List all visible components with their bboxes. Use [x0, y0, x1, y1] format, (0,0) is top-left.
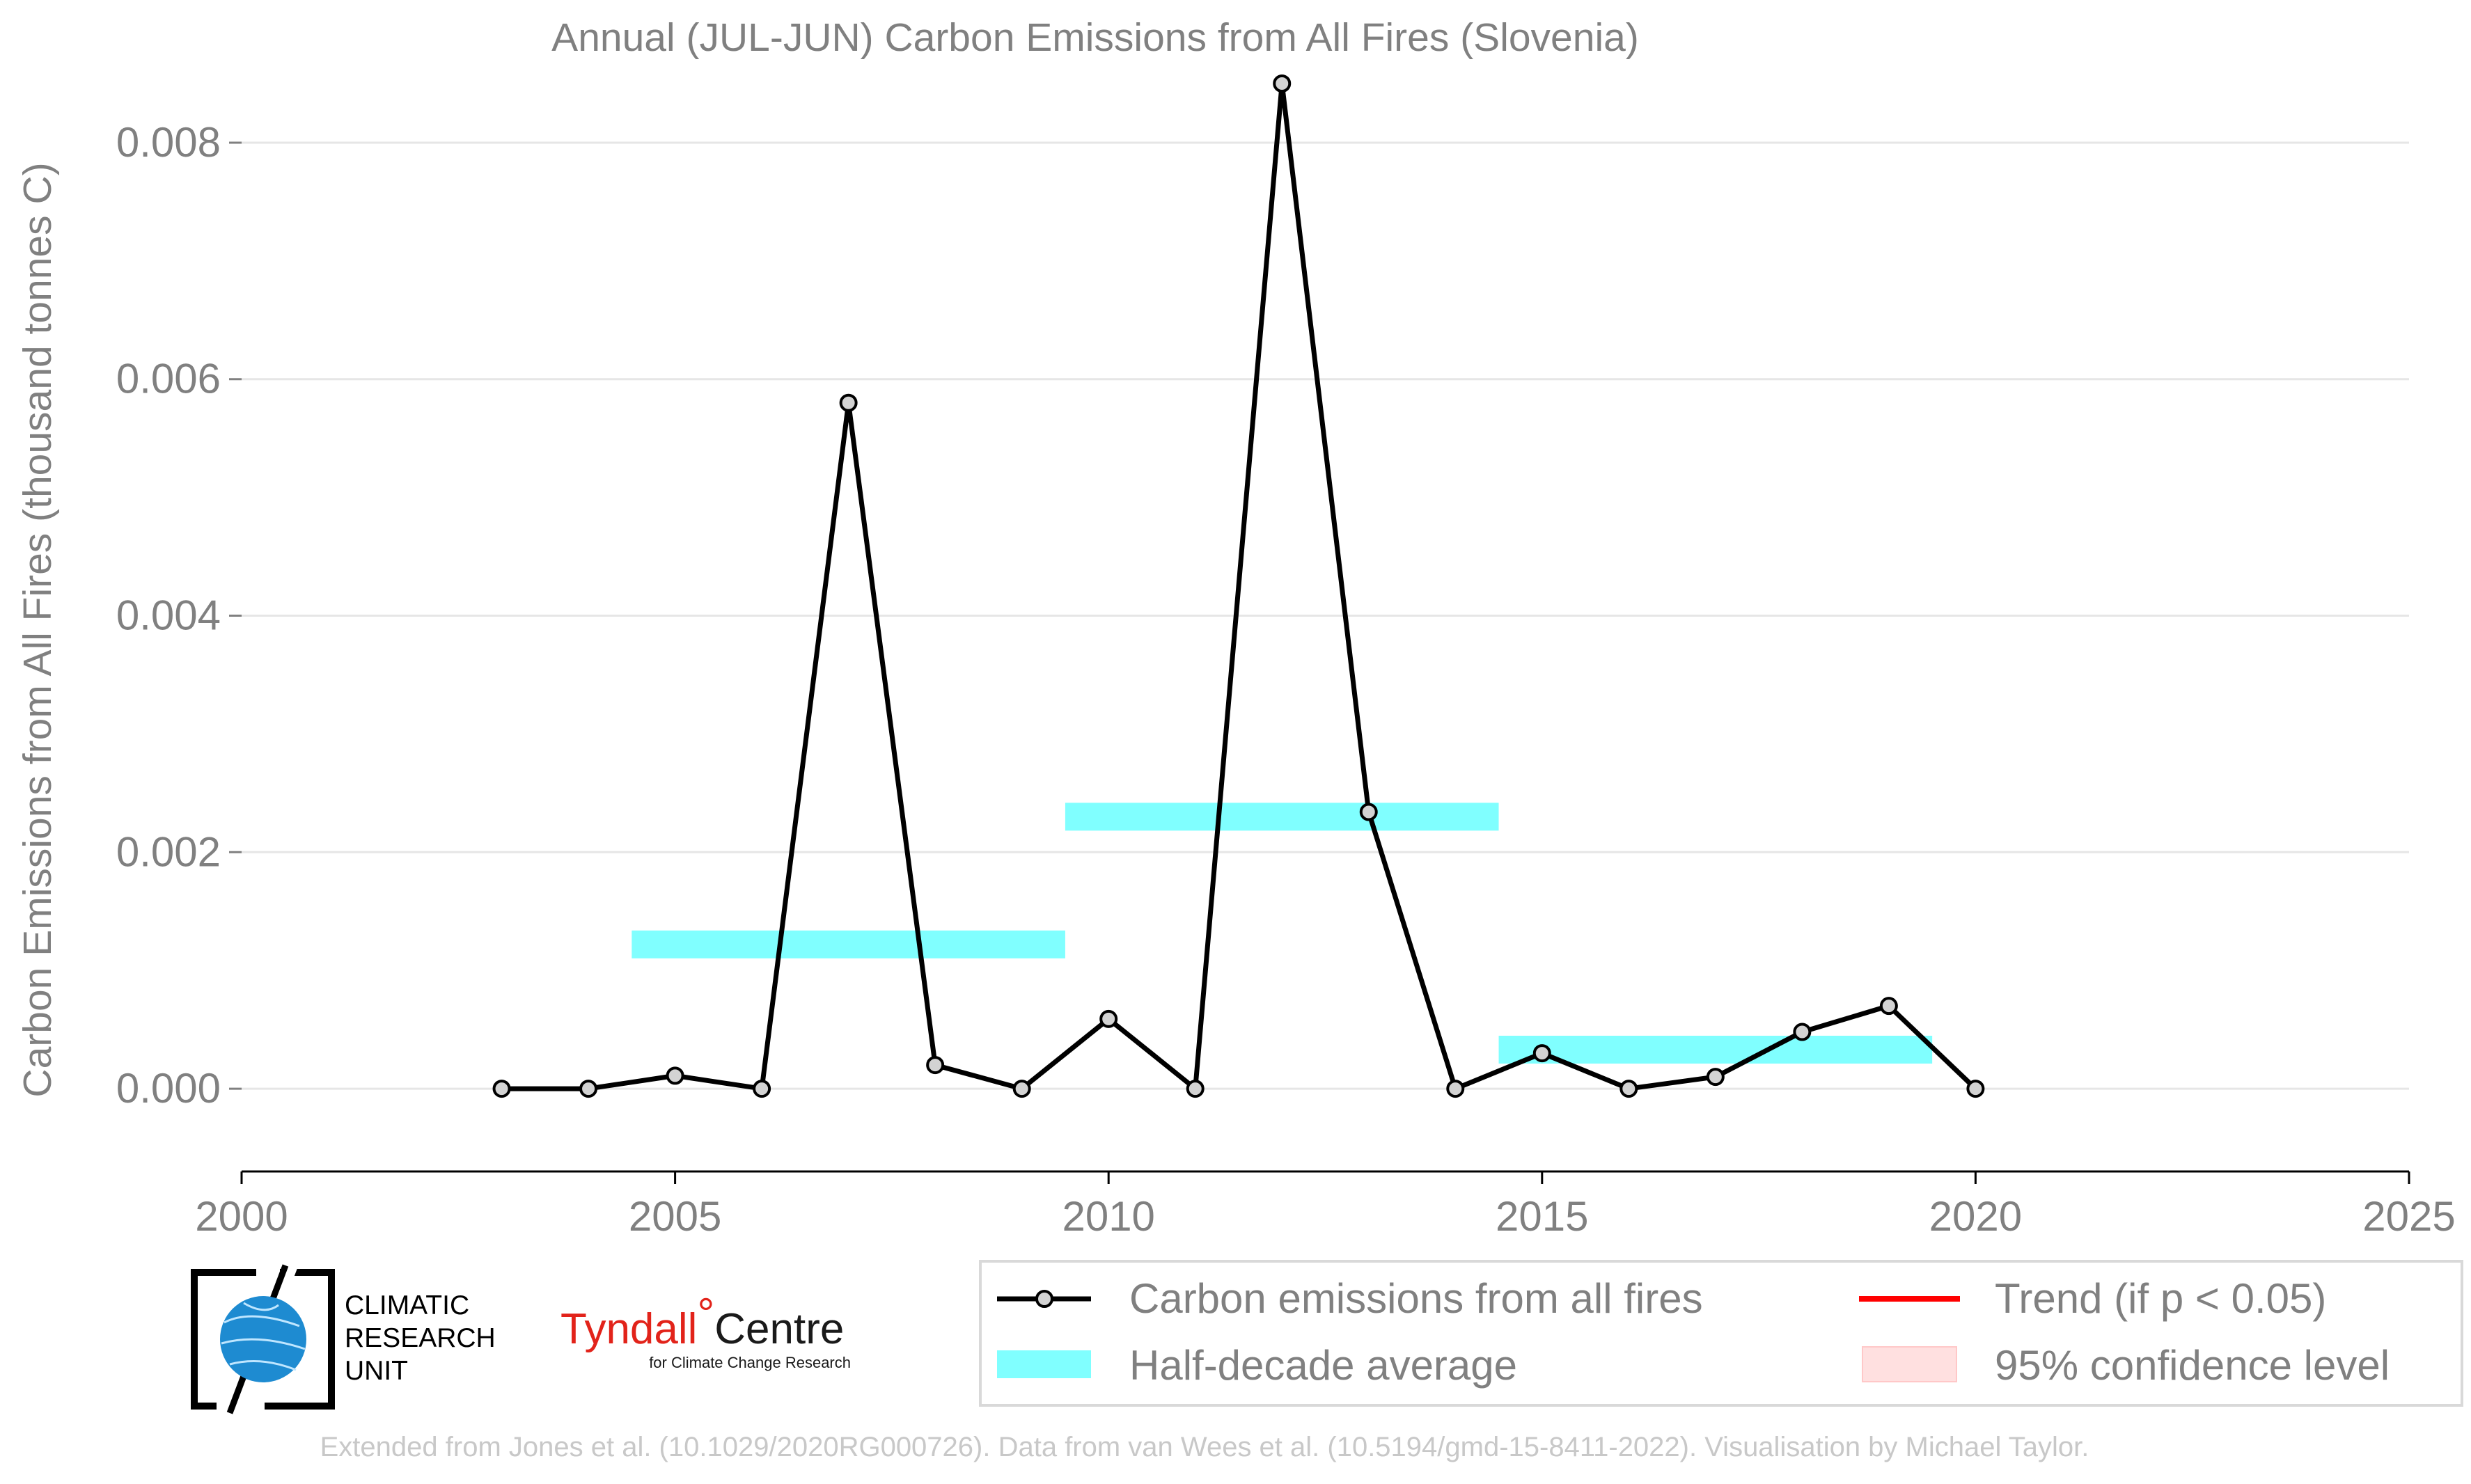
x-tick-label: 2020 — [1929, 1193, 2022, 1240]
emissions-series — [492, 74, 1985, 1098]
legend-label-confidence: 95% confidence level — [1995, 1342, 2390, 1389]
svg-text:Tyndall°Centre: Tyndall°Centre — [560, 1290, 844, 1353]
cru-line2: RESEARCH — [345, 1323, 496, 1353]
data-point — [1532, 1044, 1551, 1063]
y-tick-label: 0.004 — [116, 592, 221, 639]
credit-line: Extended from Jones et al. (10.1029/2020… — [320, 1432, 2089, 1462]
tyndall-logo: Tyndall°Centre for Climate Change Resear… — [560, 1290, 851, 1371]
cru-frame-left — [191, 1269, 256, 1410]
half-decade-average-bars — [632, 803, 1933, 1064]
legend-average-swatch — [997, 1350, 1091, 1378]
half-decade-average-bar — [1498, 1036, 1933, 1064]
legend-label-emissions: Carbon emissions from all fires — [1129, 1275, 1703, 1322]
globe-contours — [221, 1302, 306, 1371]
y-axis-label: Carbon Emissions from All Fires (thousan… — [15, 162, 60, 1097]
legend-label-trend: Trend (if p < 0.05) — [1995, 1275, 2326, 1322]
emissions-line — [501, 81, 1977, 1091]
legend-label-average: Half-decade average — [1129, 1342, 1517, 1389]
axes — [229, 141, 2410, 1184]
legend-confidence-swatch — [1862, 1346, 1957, 1382]
data-point — [1619, 1080, 1638, 1098]
data-point — [839, 393, 858, 412]
data-point — [1879, 997, 1898, 1016]
cru-line1: CLIMATIC — [345, 1290, 469, 1320]
x-tick-labels: 2000 2005 2010 2015 2020 2025 — [195, 1193, 2455, 1240]
tyndall-centre-word: Centre — [714, 1305, 844, 1353]
data-point — [1966, 1080, 1985, 1098]
data-point — [1706, 1068, 1725, 1087]
data-point — [1359, 803, 1378, 821]
data-point — [666, 1066, 684, 1085]
data-point — [1099, 1009, 1118, 1028]
x-tick-label: 2025 — [2362, 1193, 2455, 1240]
tyndall-degree: ° — [697, 1290, 714, 1338]
chart-title: Annual (JUL-JUN) Carbon Emissions from A… — [551, 15, 1639, 60]
data-point — [579, 1080, 598, 1098]
y-tick-label: 0.008 — [116, 119, 221, 166]
data-point — [1446, 1080, 1465, 1098]
cru-logo: CLIMATIC RESEARCH UNIT — [191, 1263, 496, 1415]
y-tick-label: 0.000 — [116, 1065, 221, 1112]
cru-line3: UNIT — [345, 1356, 408, 1386]
x-tick-label: 2005 — [629, 1193, 721, 1240]
legend: Carbon emissions from all fires Trend (i… — [979, 1260, 2463, 1407]
half-decade-average-bar — [632, 930, 1065, 958]
x-tick-label: 2000 — [195, 1193, 288, 1240]
tyndall-subtitle: for Climate Change Research — [649, 1354, 851, 1371]
y-tick-labels: 0.000 0.002 0.004 0.006 0.008 — [116, 119, 221, 1112]
data-point — [1186, 1080, 1205, 1098]
data-point — [926, 1056, 945, 1075]
data-point — [492, 1080, 511, 1098]
x-tick-label: 2010 — [1062, 1193, 1154, 1240]
data-point — [1273, 74, 1292, 93]
tyndall-word: Tyndall — [560, 1305, 697, 1353]
data-point — [1012, 1080, 1031, 1098]
y-tick-label: 0.006 — [116, 356, 221, 402]
x-tick-label: 2015 — [1496, 1193, 1588, 1240]
y-tick-label: 0.002 — [116, 828, 221, 875]
data-point — [1793, 1023, 1812, 1041]
data-point — [753, 1080, 771, 1098]
half-decade-average-bar — [1065, 803, 1499, 831]
gridlines — [242, 141, 2409, 1090]
cru-frame-right — [265, 1269, 335, 1410]
legend-marker-swatch — [1035, 1290, 1053, 1308]
legend-frame — [979, 1260, 2463, 1407]
